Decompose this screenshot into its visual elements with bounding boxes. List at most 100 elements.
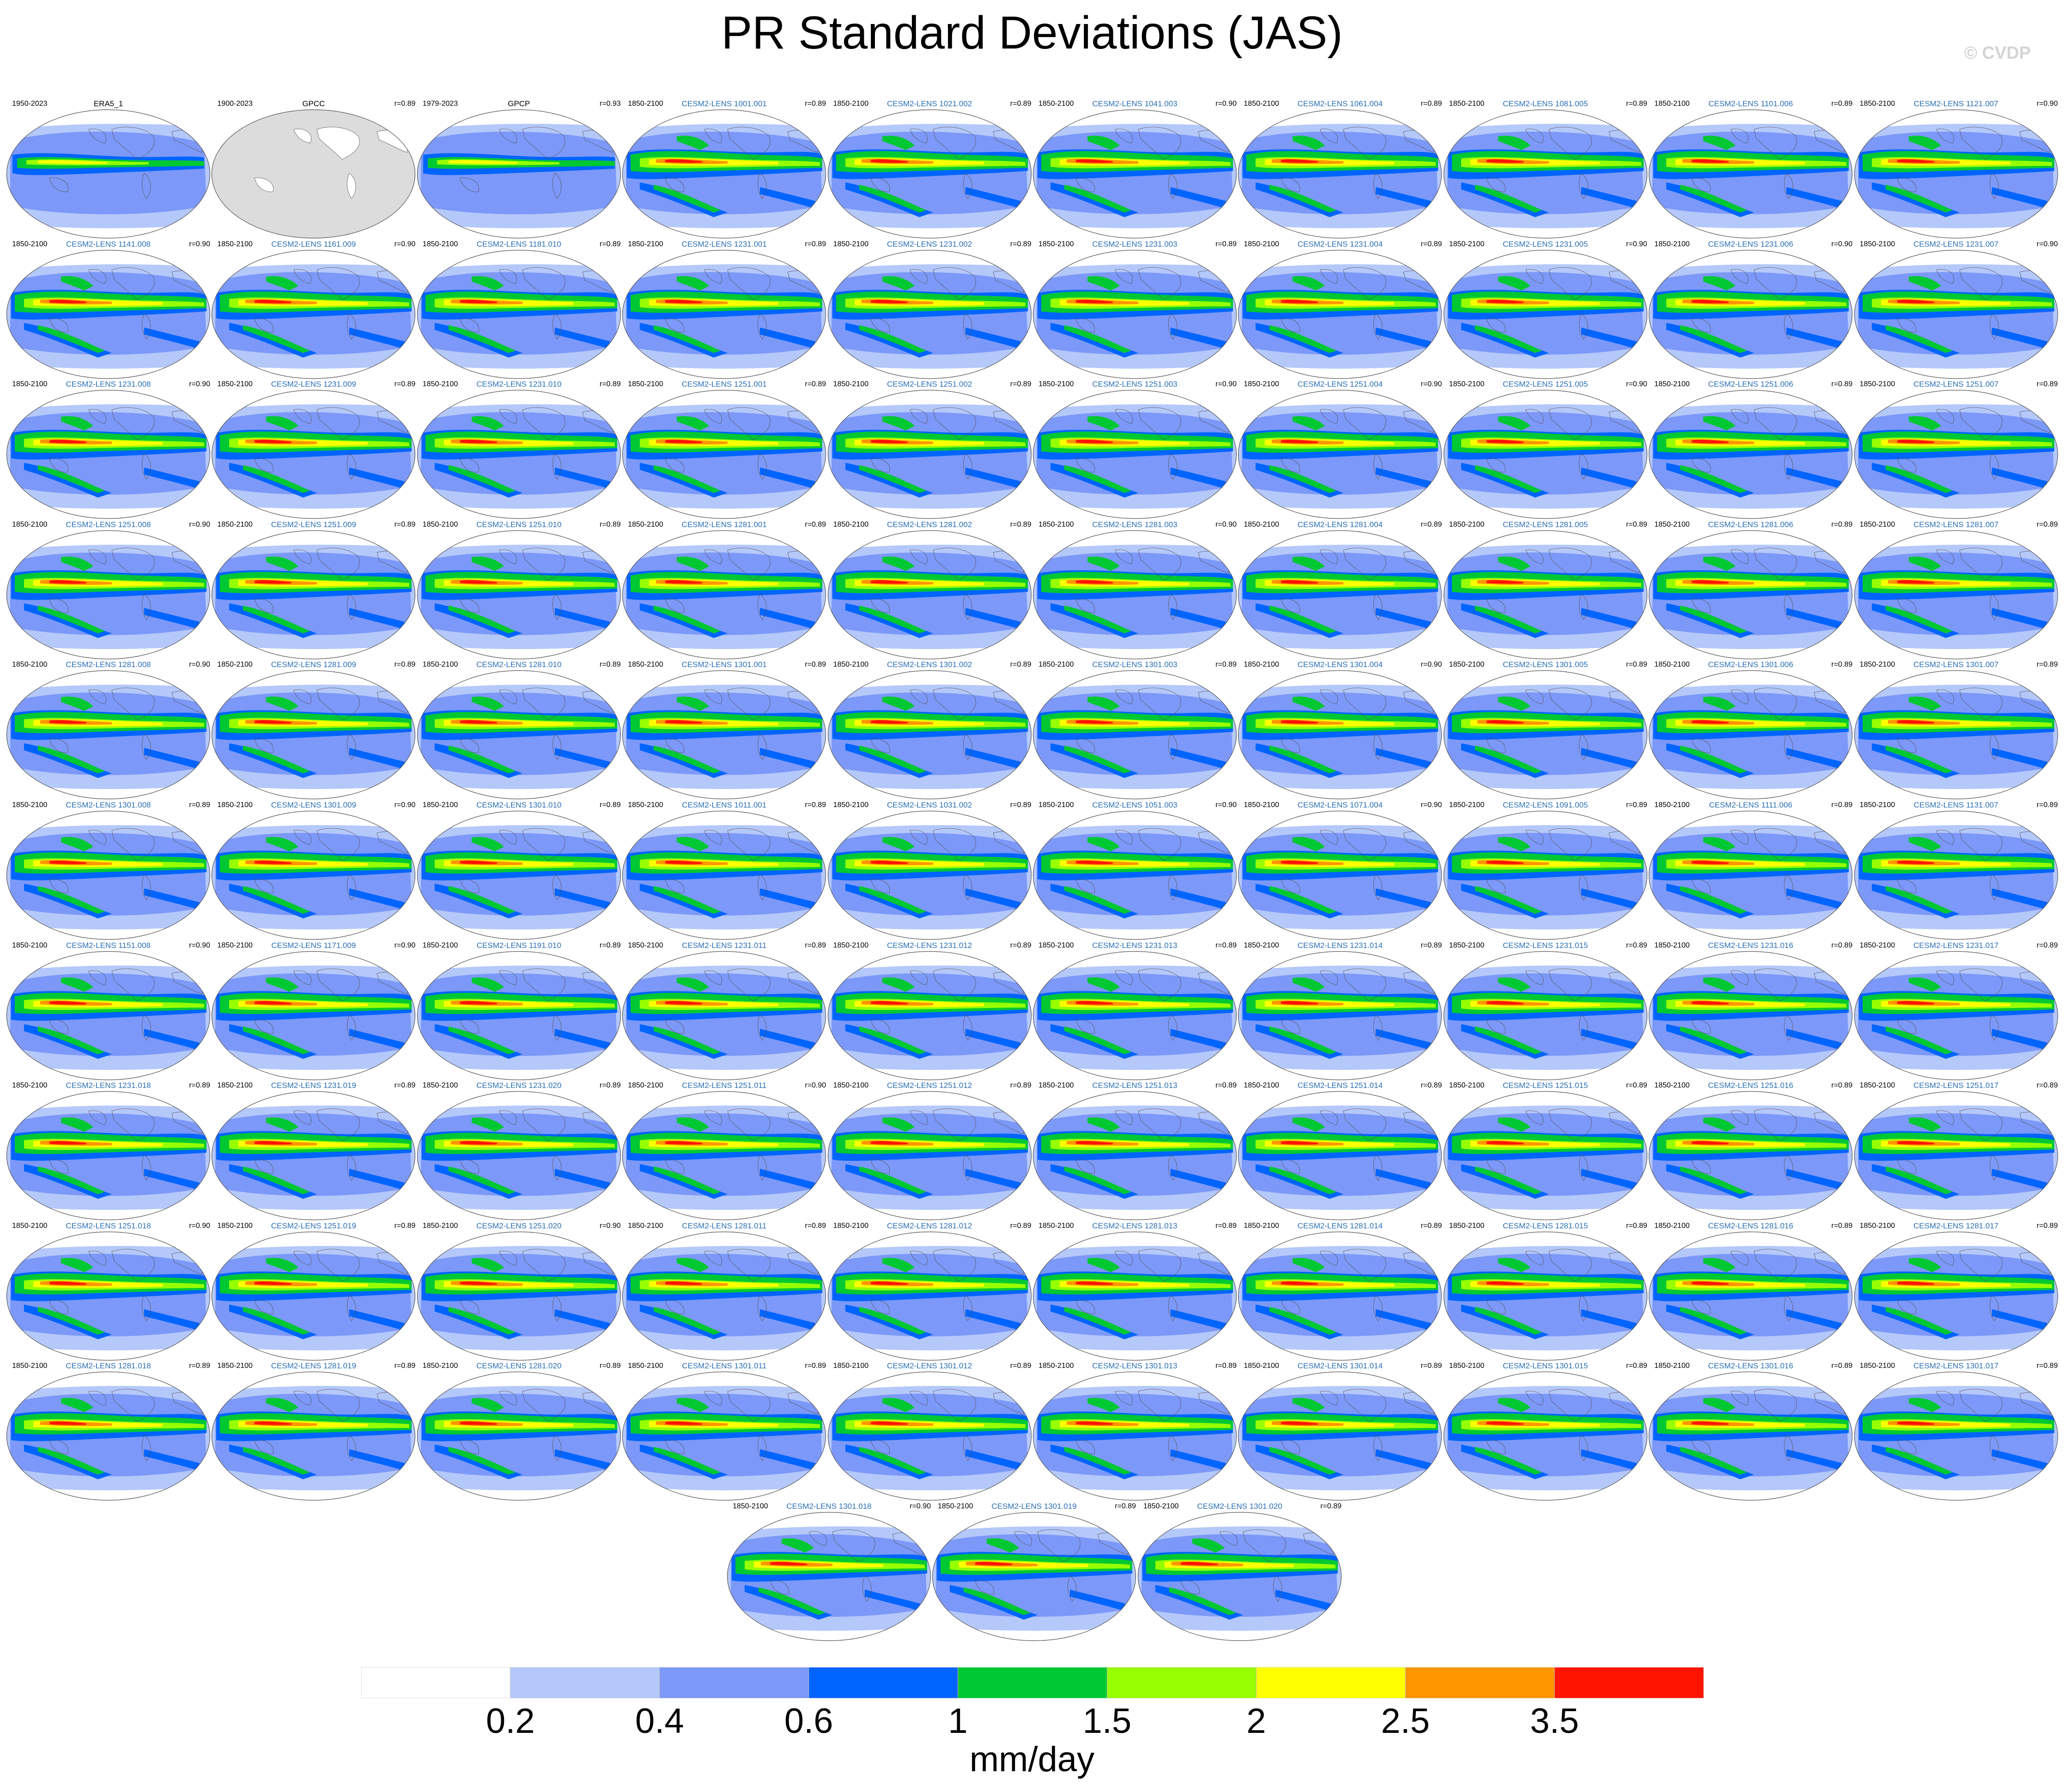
panel-pattern-correlation: r=0.89 bbox=[1831, 1362, 1853, 1370]
precip-contour-band bbox=[1786, 1449, 1842, 1470]
coastline bbox=[499, 409, 517, 424]
coastline bbox=[347, 1014, 356, 1041]
coastline bbox=[758, 1435, 767, 1462]
panel-map bbox=[1854, 1372, 2058, 1501]
panel-map bbox=[1238, 530, 1442, 659]
panel-map bbox=[212, 670, 416, 800]
map-panel: 1850-2100 CESM2-LENS 1231.013 r=0.89 bbox=[1032, 941, 1238, 1081]
map-border bbox=[212, 1372, 416, 1501]
coastline bbox=[1959, 968, 2003, 1002]
map-border bbox=[417, 951, 621, 1080]
coastline bbox=[1989, 594, 1999, 620]
map-border bbox=[827, 1231, 1032, 1361]
map-border bbox=[6, 530, 211, 659]
map-panel: 1850-2100 CESM2-LENS 1021.002 r=0.89 bbox=[827, 99, 1032, 239]
coastline bbox=[1075, 177, 1095, 192]
panel-title: CESM2-LENS 1231.020 bbox=[476, 1081, 562, 1090]
precip-contour-band bbox=[1064, 325, 1131, 353]
coastline bbox=[1730, 690, 1749, 705]
precip-contour-band bbox=[665, 440, 703, 443]
coastline bbox=[49, 177, 69, 192]
precip-contour-band bbox=[460, 580, 497, 584]
precip-contour-band bbox=[448, 160, 518, 164]
panel-title: CESM2-LENS 1301.016 bbox=[1708, 1361, 1793, 1371]
panel-title: CESM2-LENS 1251.015 bbox=[1503, 1081, 1588, 1090]
map-border bbox=[1443, 670, 1647, 800]
precip-contour-band bbox=[1991, 1028, 2047, 1050]
coastline bbox=[1037, 1529, 1081, 1562]
precip-contour-band bbox=[471, 1398, 504, 1413]
colorbar bbox=[361, 1667, 1704, 1698]
panel-years: 1850-2100 bbox=[217, 661, 253, 669]
map-panel: 1850-2100 CESM2-LENS 1251.017 r=0.89 bbox=[1853, 1081, 2059, 1221]
map-border bbox=[932, 1512, 1136, 1641]
panel-years: 1850-2100 bbox=[1654, 100, 1690, 108]
panel-pattern-correlation: r=0.89 bbox=[1831, 1221, 1853, 1230]
precip-contour-band bbox=[1581, 327, 1637, 348]
land-outline bbox=[254, 177, 274, 192]
precip-contour-band bbox=[1281, 299, 1318, 304]
panel-pattern-correlation: r=0.89 bbox=[1421, 240, 1442, 248]
precip-contour-band bbox=[1703, 276, 1736, 291]
precip-contour-band bbox=[1293, 697, 1325, 711]
panel-pattern-correlation: r=0.89 bbox=[2036, 520, 2058, 528]
panel-pattern-correlation: r=0.90 bbox=[189, 941, 210, 949]
coastline bbox=[111, 828, 155, 861]
panel-pattern-correlation: r=0.89 bbox=[1010, 801, 1032, 809]
coastline bbox=[1784, 1014, 1793, 1041]
coastline bbox=[1548, 1249, 1592, 1282]
panel-years: 1850-2100 bbox=[12, 801, 48, 809]
coastline bbox=[1138, 688, 1181, 721]
precip-contour-band bbox=[554, 607, 610, 629]
precip-contour-band bbox=[1692, 299, 1729, 304]
coastline bbox=[1784, 1295, 1793, 1321]
precip-contour-band bbox=[144, 748, 200, 769]
coastline bbox=[460, 1440, 479, 1454]
panel-map bbox=[1649, 1091, 1853, 1221]
precip-contour-band bbox=[859, 1026, 926, 1054]
precip-contour-band bbox=[1293, 1117, 1325, 1132]
precip-contour-band bbox=[38, 1166, 105, 1195]
panel-map bbox=[6, 249, 211, 379]
coastline bbox=[727, 267, 771, 300]
precip-contour-band bbox=[1269, 465, 1337, 493]
precip-contour-band bbox=[460, 860, 497, 864]
map-panel: 1850-2100 CESM2-LENS 1121.007 r=0.90 bbox=[1853, 99, 2059, 239]
colorbar-swatch bbox=[361, 1667, 511, 1698]
coastline bbox=[1730, 970, 1749, 985]
precip-contour-band bbox=[460, 1001, 497, 1005]
panel-map bbox=[6, 1091, 211, 1221]
panel-pattern-correlation: r=0.89 bbox=[1215, 941, 1237, 949]
panel-years: 1850-2100 bbox=[217, 1362, 253, 1370]
panel-title: CESM2-LENS 1231.011 bbox=[682, 941, 767, 950]
precip-contour-band bbox=[1475, 465, 1542, 493]
coastline bbox=[1320, 549, 1338, 565]
panel-title: CESM2-LENS 1251.002 bbox=[886, 380, 972, 389]
panel-title: CESM2-LENS 1281.008 bbox=[66, 660, 151, 669]
precip-contour-band bbox=[1703, 1257, 1736, 1272]
coastline bbox=[522, 547, 565, 581]
coastline bbox=[704, 269, 722, 284]
precip-contour-band bbox=[965, 1449, 1021, 1470]
precip-contour-band bbox=[1486, 720, 1524, 724]
panel-years: 1850-2100 bbox=[12, 661, 48, 669]
map-panel: 1850-2100 CESM2-LENS 1281.001 r=0.89 bbox=[621, 520, 827, 660]
precip-contour-band bbox=[1171, 1169, 1226, 1190]
coastline bbox=[1730, 128, 1749, 144]
precip-contour-band bbox=[448, 1306, 516, 1335]
precip-contour-band bbox=[677, 416, 710, 431]
panel-map bbox=[827, 810, 1032, 940]
map-border bbox=[6, 249, 211, 379]
panel-title: CESM2-LENS 1101.006 bbox=[1708, 99, 1793, 108]
coastline bbox=[1075, 1019, 1095, 1034]
coastline bbox=[293, 1251, 312, 1266]
colorbar-tick-label: 0.2 bbox=[486, 1701, 535, 1741]
precip-contour-band bbox=[882, 1398, 915, 1413]
coastline bbox=[293, 269, 312, 284]
panel-pattern-correlation: r=0.89 bbox=[1626, 520, 1647, 528]
precip-contour-band bbox=[460, 1281, 497, 1285]
precip-contour-band bbox=[782, 1538, 814, 1553]
panel-years: 1850-2100 bbox=[1859, 380, 1895, 389]
coastline bbox=[1730, 1110, 1749, 1125]
map-border bbox=[1649, 1091, 1853, 1221]
